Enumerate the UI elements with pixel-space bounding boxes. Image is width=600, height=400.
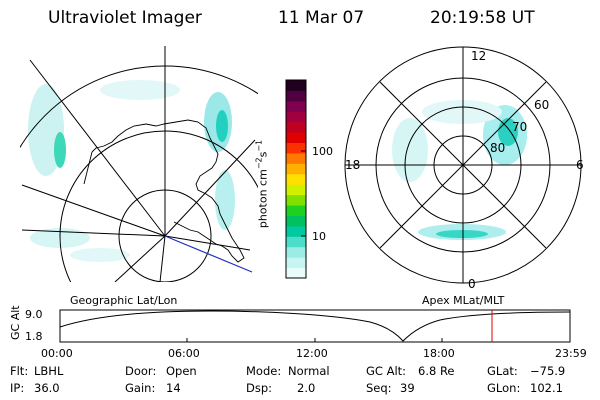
colorbar-frame	[285, 79, 307, 279]
seq-label: Seq:	[366, 381, 392, 395]
colorbar-tick-label: 10	[312, 230, 326, 243]
altitude-ylabel: GC Alt	[9, 305, 22, 340]
colorbar-segment	[286, 215, 306, 227]
glon-value: 102.1	[530, 381, 563, 395]
mlt-label-0: 0	[468, 277, 476, 291]
mlt-label-12: 12	[471, 49, 486, 63]
colorbar-label-exp1: −2	[254, 157, 264, 170]
altitude-xtick: 06:00	[168, 347, 200, 360]
altitude-xtick: 23:59	[555, 347, 587, 360]
geo-meridian	[164, 235, 251, 251]
altitude-plot	[59, 309, 571, 343]
date-label: 11 Mar 07	[278, 8, 365, 28]
gain-value: 14	[166, 381, 181, 395]
colorbar-segment	[286, 205, 306, 216]
door-value: Open	[166, 364, 197, 378]
apex-polar-plot	[344, 46, 582, 284]
mode-value: Normal	[288, 364, 330, 378]
mlat-label-70: 70	[512, 120, 527, 134]
colorbar-tick-label: 100	[312, 145, 333, 158]
dsp-value: 2.0	[297, 381, 316, 395]
geographic-map	[20, 46, 258, 282]
colorbar-segment	[286, 152, 306, 164]
ip-value: 36.0	[34, 381, 60, 395]
geo-meridian	[159, 235, 166, 282]
apex-aurora-emission	[392, 100, 527, 240]
geo-meridian	[164, 139, 256, 237]
glat-label: GLat:	[487, 364, 518, 378]
flt-label: Flt:	[10, 364, 29, 378]
geo-meridian	[21, 184, 166, 237]
time-label: 20:19:58 UT	[430, 8, 535, 28]
colorbar-segment	[286, 236, 306, 248]
altitude-xtick: 00:00	[41, 347, 73, 360]
geo-meridian	[114, 235, 166, 282]
apex-mlt-line	[379, 81, 547, 249]
flt-value: LBHL	[34, 364, 64, 378]
colorbar-segment	[286, 225, 306, 237]
colorbar-segment	[286, 90, 306, 102]
mlat-label-60: 60	[534, 98, 549, 112]
colorbar-segment	[286, 111, 306, 123]
mlat-label-80: 80	[490, 141, 505, 155]
colorbar-label-mid: s	[256, 151, 270, 158]
ip-label: IP:	[10, 381, 25, 395]
mode-label: Mode:	[246, 364, 282, 378]
mlt-label-18: 18	[345, 158, 360, 172]
colorbar-segment	[286, 80, 306, 91]
colorbar	[286, 80, 306, 279]
colorbar-segment	[286, 194, 306, 206]
colorbar-segment	[286, 173, 306, 185]
altitude-xtick: 12:00	[296, 347, 328, 360]
colorbar-segment	[286, 184, 306, 196]
antarctica-coastline	[91, 119, 245, 263]
geo-meridian	[21, 229, 166, 237]
door-label: Door:	[125, 364, 157, 378]
seq-value: 39	[400, 381, 415, 395]
colorbar-segment	[286, 132, 306, 144]
geo-panel-label: Geographic Lat/Lon	[70, 294, 177, 307]
colorbar-segment	[286, 142, 306, 154]
colorbar-label-main: photon cm	[256, 169, 270, 229]
gcalt-label: GC Alt:	[366, 364, 407, 378]
altitude-curve	[59, 310, 571, 342]
colorbar-label-exp2: −1	[254, 139, 264, 152]
altitude-ytick: 9.0	[25, 308, 43, 321]
mlt-label-6: 6	[576, 158, 584, 172]
instrument-title: Ultraviolet Imager	[48, 8, 202, 28]
colorbar-segment	[286, 257, 306, 269]
colorbar-segment	[286, 163, 306, 175]
antarctica-coastline-west	[83, 151, 93, 185]
dsp-label: Dsp:	[246, 381, 273, 395]
glat-value: −75.9	[530, 364, 566, 378]
colorbar-segment	[286, 246, 306, 258]
colorbar-label: photon cm−2s−1	[255, 140, 270, 228]
colorbar-segment	[286, 100, 306, 112]
satellite-track	[164, 235, 253, 273]
altitude-xtick: 18:00	[423, 347, 455, 360]
colorbar-segment	[286, 121, 306, 133]
gcalt-value: 6.8 Re	[418, 364, 455, 378]
glon-label: GLon:	[487, 381, 521, 395]
gain-label: Gain:	[125, 381, 156, 395]
apex-panel-label: Apex MLat/MLT	[422, 294, 505, 307]
altitude-ytick: 1.8	[25, 330, 43, 343]
colorbar-segment	[286, 267, 306, 279]
